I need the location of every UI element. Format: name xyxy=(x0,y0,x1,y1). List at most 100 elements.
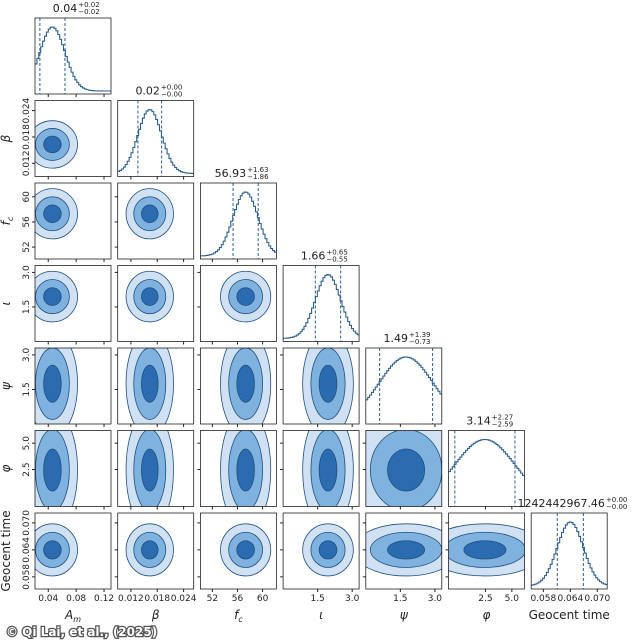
contour xyxy=(43,135,62,154)
panel-frame xyxy=(117,347,195,425)
contour xyxy=(141,448,159,492)
axis-label: ι xyxy=(319,608,323,622)
y-tick-label: 0.012 xyxy=(22,150,32,176)
panel xyxy=(117,100,194,177)
x-tick-label: 0.024 xyxy=(171,594,197,604)
x-tick-label: 3.0 xyxy=(428,594,443,604)
contour xyxy=(43,204,62,223)
contour xyxy=(387,448,426,492)
title-median: 56.93 xyxy=(215,167,247,180)
x-tick-label: 0.070 xyxy=(584,594,610,604)
contour xyxy=(141,287,159,306)
title-plus: +1.39 xyxy=(409,331,430,339)
panel-frame xyxy=(199,265,277,342)
x-tick-label: 0.08 xyxy=(66,594,86,604)
y-tick-label: 56 xyxy=(22,216,32,228)
y-tick-label: 3.0 xyxy=(22,347,32,362)
contour xyxy=(318,540,338,560)
panel-frame xyxy=(117,512,195,590)
panel-frame xyxy=(365,347,443,425)
panel-frame xyxy=(282,265,360,342)
panel-frame xyxy=(117,265,195,342)
y-tick-label: 0.064 xyxy=(22,537,32,563)
title-plus: +2.27 xyxy=(492,414,513,422)
x-tick-label: 56 xyxy=(232,594,244,604)
title-plus: +0.65 xyxy=(326,249,347,257)
panel-frame xyxy=(34,347,112,425)
title-minus: −0.73 xyxy=(409,338,430,346)
y-tick-label: 60 xyxy=(22,191,32,203)
x-tick-label: 0.064 xyxy=(557,594,583,604)
contour xyxy=(43,287,62,306)
contour xyxy=(43,364,62,403)
axis-label-main: β xyxy=(0,134,13,143)
panel-frame xyxy=(117,430,195,507)
axis-label: β xyxy=(151,608,160,622)
title-minus: −0.00 xyxy=(161,91,182,99)
y-tick-label: 52 xyxy=(22,241,32,252)
x-tick-label: 0.12 xyxy=(94,594,114,604)
panel xyxy=(35,523,78,577)
contour xyxy=(463,540,507,560)
panel-frame xyxy=(365,430,443,507)
contour xyxy=(236,364,255,403)
y-tick-label: 5.0 xyxy=(22,436,32,451)
title-plus: +0.00 xyxy=(606,496,627,504)
contour xyxy=(236,448,255,492)
axis-label-sub: m xyxy=(73,615,81,624)
axis-label: ι xyxy=(0,301,13,305)
axis-label-main: ι xyxy=(0,301,13,305)
panel xyxy=(283,265,360,342)
y-tick-label: 0.018 xyxy=(22,124,32,150)
panel xyxy=(35,188,78,240)
panel xyxy=(365,523,442,577)
panel-frame xyxy=(199,430,277,507)
panel-frame xyxy=(448,512,525,590)
x-tick-label: 52 xyxy=(207,594,218,604)
title-plus: +0.02 xyxy=(78,1,99,9)
y-tick-label: 0.058 xyxy=(22,564,32,590)
x-tick-label: 0.04 xyxy=(38,594,58,604)
panel-frame xyxy=(448,430,525,507)
axis-label-main: f xyxy=(234,608,240,622)
axis-label-main: φ xyxy=(0,464,13,472)
x-tick-label: 0.018 xyxy=(144,594,170,604)
panel-frame xyxy=(34,430,112,507)
x-tick-label: 3.0 xyxy=(345,594,360,604)
axis-label-main: φ xyxy=(483,608,491,622)
title-median: 0.02 xyxy=(135,85,160,98)
contour xyxy=(236,287,255,306)
panel-frame xyxy=(282,512,360,590)
title-plus: +1.63 xyxy=(247,166,268,174)
title-median: 0.04 xyxy=(53,2,78,15)
x-tick-label: 0.012 xyxy=(118,594,144,604)
panel xyxy=(35,18,111,94)
axis-label: ψ xyxy=(400,608,409,622)
histogram xyxy=(448,438,525,476)
title-minus: −2.59 xyxy=(492,421,513,429)
axis-label: Geocent time xyxy=(529,608,610,622)
y-tick-label: 2.5 xyxy=(22,462,32,476)
histogram xyxy=(200,191,277,257)
panel xyxy=(35,348,78,424)
contour xyxy=(318,364,338,403)
title-minus: −1.86 xyxy=(247,173,269,181)
axis-label-sub: c xyxy=(238,615,243,624)
title-minus: −0.00 xyxy=(606,503,627,511)
panel-frame xyxy=(34,17,112,95)
panel xyxy=(365,348,442,424)
axis-label: Am xyxy=(64,608,81,624)
histogram xyxy=(365,356,442,401)
panel xyxy=(125,348,174,424)
panel-frame xyxy=(34,100,112,177)
panel xyxy=(448,523,525,577)
panel-frame xyxy=(282,430,360,507)
title-median: 1.49 xyxy=(384,332,409,345)
axis-label-main: A xyxy=(64,608,73,622)
contour xyxy=(387,540,426,560)
panel-frame xyxy=(365,512,443,590)
contour xyxy=(141,204,159,223)
panel-frame xyxy=(282,347,360,425)
x-tick-label: 60 xyxy=(257,594,269,604)
panel xyxy=(125,523,174,577)
